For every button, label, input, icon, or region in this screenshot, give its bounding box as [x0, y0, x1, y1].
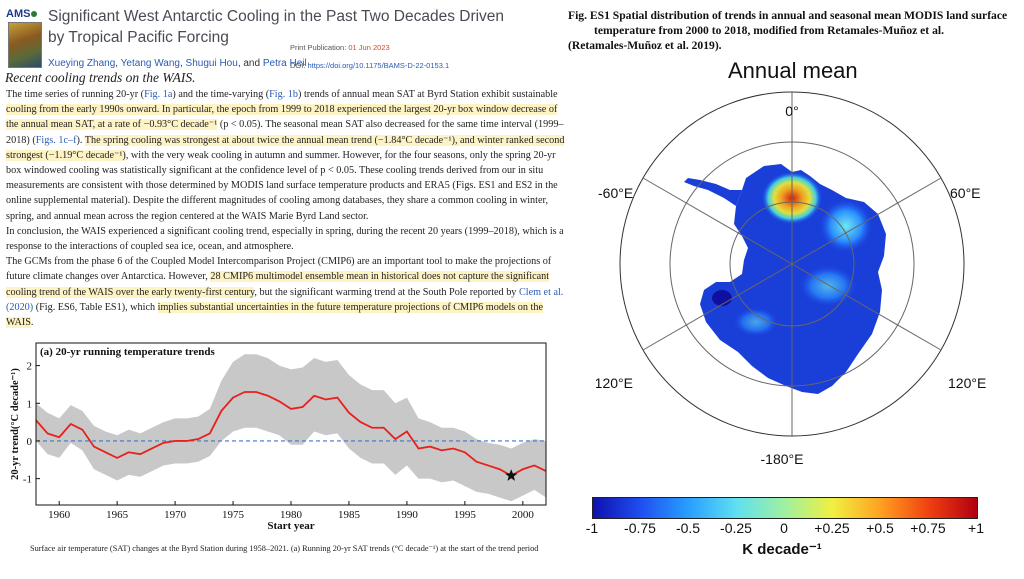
section-heading: Recent cooling trends on the WAIS.	[5, 70, 196, 85]
author-link[interactable]: Xueying Zhang	[48, 58, 116, 69]
colorbar-tick-label: 0	[780, 520, 788, 536]
x-tick-label: 1970	[164, 509, 187, 521]
author-link[interactable]: Yetang Wang	[120, 58, 180, 69]
figure-link[interactable]: Fig. 1a	[144, 89, 173, 100]
colorbar	[592, 497, 978, 519]
colorbar-tick-label: +0.25	[814, 520, 850, 536]
print-publication: Print Publication: 01 Jun 2023	[290, 43, 390, 52]
x-tick-label: 1960	[48, 509, 71, 521]
strong-cooling-patch	[712, 290, 732, 306]
y-tick-label: 1	[27, 398, 33, 410]
meridian-label-180: -180°E	[761, 451, 804, 466]
colorbar-tick-label: -0.25	[720, 520, 752, 536]
x-tick-label: 1965	[106, 509, 129, 521]
x-tick-label: 1995	[454, 509, 477, 521]
y-tick-label: 0	[27, 436, 33, 448]
y-tick-label: 2	[27, 361, 33, 373]
x-tick-label: 1985	[338, 509, 361, 521]
weak-trend-patch	[800, 266, 856, 306]
map-title: Annual mean	[728, 58, 858, 83]
polar-map-svg: 0° -60°E 60°E -120°E 120°E -180°E	[590, 91, 986, 467]
chart-title: (a) 20-yr running temperature trends	[40, 346, 215, 358]
colorbar-unit: K decade⁻¹	[742, 541, 822, 558]
trend-series-line	[35, 391, 547, 477]
author-list: Xueying Zhang, Yetang Wang, Shugui Hou, …	[48, 58, 307, 69]
star-marker	[505, 469, 518, 481]
colorbar-tick-label: -0.5	[675, 520, 701, 536]
meridian-label-120: 120°E	[948, 375, 986, 391]
trend-chart-svg: 1960 1965 1970 1975 1980 1985 1990 1995 2000 -1 0 1…	[10, 342, 547, 532]
colorbar-tick-label: +0.5	[866, 520, 894, 536]
weak-trend-patch	[820, 200, 872, 252]
antarctic-peninsula	[684, 178, 742, 206]
paragraph: In conclusion, the WAIS experienced a si…	[6, 225, 564, 253]
antarctic-trend-map: 0° -60°E 60°E -120°E 120°E -180°E	[590, 86, 1006, 467]
author-link[interactable]: Shugui Hou	[185, 58, 238, 69]
uncertainty-band	[36, 354, 546, 502]
x-tick-label: 1990	[396, 509, 419, 521]
figure-link[interactable]: Fig. 1b	[269, 89, 298, 100]
figure-caption: Surface air temperature (SAT) changes at…	[30, 544, 539, 553]
article-title: Significant West Antarctic Cooling in th…	[48, 8, 505, 46]
x-tick-label: 2000	[512, 509, 535, 521]
x-tick-label: 1975	[222, 509, 245, 521]
ams-logo: AMS	[6, 8, 38, 20]
meridian-label-minus120: -120°E	[596, 375, 633, 391]
weak-trend-patch	[734, 308, 778, 336]
x-tick-label: 1980	[280, 509, 303, 521]
supplement-figure-caption: Fig. ES1 Spatial distribution of trends …	[568, 9, 1008, 52]
journal-cover-thumbnail[interactable]	[8, 22, 42, 68]
x-axis-label: Start year	[267, 520, 314, 532]
meridian-label-0: 0°	[785, 103, 798, 119]
figure-link[interactable]: Figs. 1c–f	[35, 134, 77, 146]
author-link[interactable]: Petra Heil	[262, 58, 307, 69]
y-axis-label: 20-yr trend(°C decade⁻¹)	[10, 368, 21, 480]
doi-link[interactable]: https://doi.org/10.1175/BAMS-D-22-0153.1	[307, 61, 450, 70]
paragraph: The GCMs from the phase 6 of the Coupled…	[6, 256, 564, 329]
colorbar-tick-label: -1	[585, 520, 599, 536]
colorbar-tick-label: +0.75	[910, 520, 946, 536]
colorbar-tick-label: -0.75	[624, 520, 656, 536]
graticule	[619, 91, 965, 437]
paragraph: The time series of running 20-yr (Fig. 1…	[6, 89, 565, 222]
meridian-label-60: 60°E	[950, 185, 981, 201]
trend-chart: 1960 1965 1970 1975 1980 1985 1990 1995 2000 -1 0 1…	[6, 337, 554, 533]
doi-line: DOI: https://doi.org/10.1175/BAMS-D-22-0…	[290, 61, 450, 70]
article-body: The time series of running 20-yr (Fig. 1…	[6, 87, 566, 330]
y-tick-label: -1	[23, 474, 32, 486]
colorbar-tick-label: +1	[968, 520, 984, 536]
citation-link[interactable]: Clem et al. (2020)	[6, 286, 564, 313]
meridian-label-minus60: -60°E	[598, 185, 633, 201]
